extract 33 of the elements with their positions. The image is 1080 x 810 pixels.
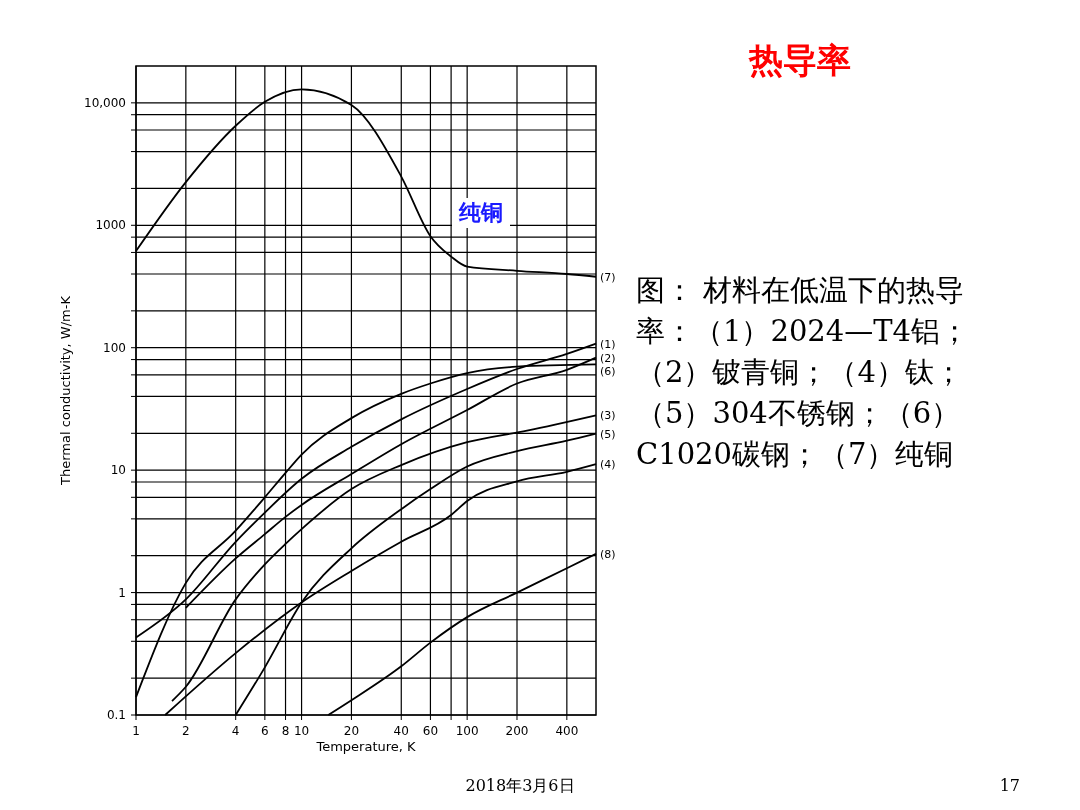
series-label: (4) bbox=[600, 458, 616, 472]
x-tick-label: 20 bbox=[343, 724, 360, 738]
x-tick-label: 400 bbox=[555, 724, 579, 738]
text: 2018年3月6日 bbox=[464, 776, 576, 797]
x-tick-label: 1 bbox=[132, 724, 140, 738]
x-tick-label: 4 bbox=[231, 724, 240, 738]
text: 图： 材料在低温下的热导率：（1）2024—T4铝；（2）铍青铜；（4）钛；（5）304不锈钢；（6）C1020碳钢；（7）纯铜 bbox=[636, 272, 971, 473]
text: 17 bbox=[998, 776, 1020, 795]
series-label: (8) bbox=[600, 547, 616, 561]
series-label: (3) bbox=[600, 409, 616, 423]
series-label: (7) bbox=[600, 270, 616, 284]
annotation: 纯铜 bbox=[452, 198, 510, 228]
y-tick-label: 10,000 bbox=[84, 95, 126, 110]
series-label: (6) bbox=[600, 364, 616, 378]
series-label: (1) bbox=[600, 337, 616, 351]
x-tick-label: 2 bbox=[182, 724, 190, 738]
y-tick-label: 10 bbox=[110, 463, 126, 478]
series-label: (2) bbox=[600, 351, 616, 365]
y-tick-label: 100 bbox=[103, 340, 126, 355]
x-tick-label: 8 bbox=[281, 724, 290, 738]
x-axis-title: Temperature, K bbox=[315, 739, 417, 754]
y-axis-title: Thermal conductivity, W/m-K bbox=[58, 295, 73, 486]
y-tick-label: 1000 bbox=[95, 218, 126, 233]
x-tick-label: 60 bbox=[422, 724, 439, 738]
x-tick-label: 200 bbox=[505, 724, 529, 738]
x-tick-label: 6 bbox=[261, 724, 269, 738]
y-tick-label: 0.1 bbox=[106, 708, 126, 722]
x-tick-label: 10 bbox=[293, 724, 310, 738]
y-tick-label: 1 bbox=[118, 585, 126, 600]
text: 热导率 bbox=[747, 39, 852, 82]
series-label: (5) bbox=[600, 427, 616, 441]
x-tick-label: 40 bbox=[393, 724, 409, 738]
x-tick-label: 100 bbox=[455, 724, 479, 738]
